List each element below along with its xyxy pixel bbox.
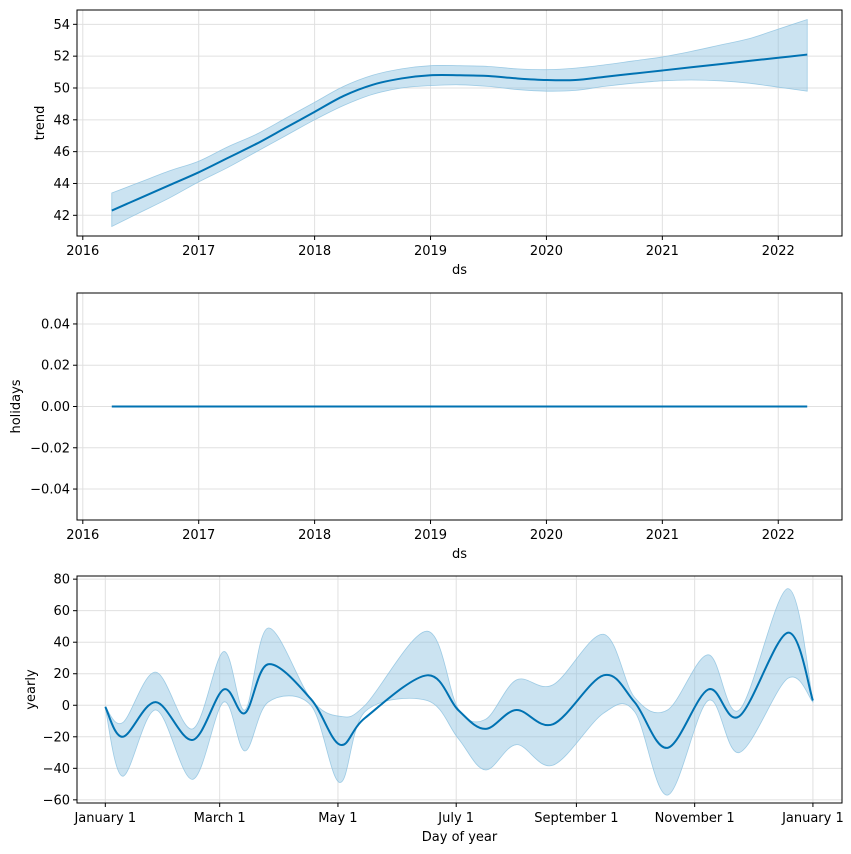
- y-tick-label: 52: [53, 50, 70, 65]
- x-tick-label: March 1: [194, 811, 246, 826]
- x-tick-label: 2019: [414, 244, 447, 259]
- y-tick-label: 0.04: [41, 317, 70, 332]
- x-tick-label: September 1: [534, 811, 618, 826]
- x-tick-label: 2022: [762, 244, 795, 259]
- y-tick-label: 50: [53, 81, 70, 96]
- y-tick-label: 54: [53, 18, 70, 33]
- x-tick-label: 2017: [182, 528, 215, 543]
- y-tick-label: 60: [53, 604, 70, 619]
- x-tick-label: May 1: [318, 811, 357, 826]
- y-axis-label: trend: [33, 106, 48, 141]
- uncertainty-band: [104, 588, 814, 796]
- trend-panel: 2016 2017 2018 2019 2020 2021 2022 42 44 46 48 50 52…: [33, 9, 843, 278]
- y-tick-label: 0.00: [41, 400, 70, 415]
- x-tick-label: 2020: [530, 528, 563, 543]
- x-tick-label: 2021: [646, 528, 679, 543]
- x-tick-label: January 1: [73, 811, 136, 826]
- x-axis-label: Day of year: [422, 830, 498, 845]
- x-axis-label: ds: [452, 263, 467, 278]
- x-tick-label: January 1: [781, 811, 844, 826]
- series-line: [111, 53, 808, 212]
- y-tick-label: −0.04: [30, 483, 70, 498]
- yearly-panel: January 1 March 1 May 1 July 1 September 1 No…: [24, 573, 844, 845]
- x-tick-label: 2016: [66, 244, 99, 259]
- holidays-panel: 2016 2017 2018 2019 2020 2021 2022 −0.04 −0.02 0.…: [9, 292, 843, 562]
- series-line: [104, 631, 814, 749]
- x-tick-label: 2022: [762, 528, 795, 543]
- y-tick-label: 0: [62, 699, 70, 714]
- x-tick-label: 2020: [530, 244, 563, 259]
- y-tick-label: 0.02: [41, 359, 70, 374]
- y-tick-label: 40: [53, 636, 70, 651]
- y-tick-label: −60: [43, 793, 70, 808]
- y-tick-label: 44: [53, 177, 70, 192]
- y-tick-label: 46: [53, 145, 70, 160]
- x-tick-label: 2018: [298, 244, 331, 259]
- y-tick-label: 42: [53, 209, 70, 224]
- x-tick-label: 2018: [298, 528, 331, 543]
- y-tick-label: 48: [53, 113, 70, 128]
- axes-frame: [76, 575, 843, 804]
- y-tick-label: −40: [43, 762, 70, 777]
- panels: 2016 2017 2018 2019 2020 2021 2022 42 44 46 48 50 52…: [9, 9, 844, 845]
- x-axis-label: ds: [452, 547, 467, 562]
- y-tick-label: 20: [53, 667, 70, 682]
- y-tick-label: −20: [43, 730, 70, 745]
- y-tick-label: −0.02: [30, 441, 70, 456]
- y-axis-label: holidays: [9, 379, 24, 433]
- uncertainty-band: [111, 18, 808, 228]
- x-tick-label: 2017: [182, 244, 215, 259]
- axes-frame: [76, 9, 843, 237]
- y-axis-label: yearly: [24, 669, 39, 710]
- x-tick-label: 2019: [414, 528, 447, 543]
- x-tick-label: 2021: [646, 244, 679, 259]
- x-tick-label: July 1: [437, 811, 474, 826]
- y-tick-label: 80: [53, 573, 70, 588]
- x-tick-label: November 1: [655, 811, 735, 826]
- x-tick-label: 2016: [66, 528, 99, 543]
